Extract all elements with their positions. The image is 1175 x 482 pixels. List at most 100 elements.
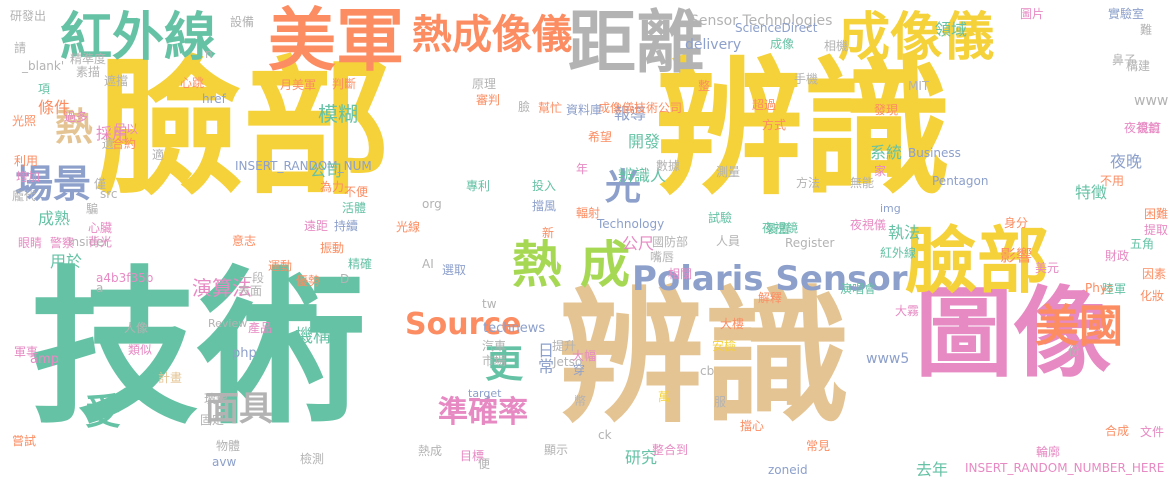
word-27: delivery	[685, 37, 742, 53]
word-80: 成熟	[38, 209, 71, 228]
word-119: 持續	[334, 219, 359, 233]
word-99: 光照	[12, 114, 37, 128]
word-117: 相關	[668, 267, 693, 281]
word-131: 投入	[532, 179, 557, 193]
word-106: 萬	[658, 390, 671, 404]
word-123: 選取	[442, 263, 467, 277]
word-138: 不用	[1100, 174, 1125, 188]
word-168: 類似	[128, 343, 153, 357]
word-83: 眼睛	[18, 236, 43, 250]
word-29: Pentagon	[932, 174, 989, 188]
word-14: Polaris Sensor	[632, 259, 908, 299]
word-133: 數據	[656, 159, 681, 173]
word-36: Jetso	[553, 355, 583, 369]
word-190: 遺	[102, 137, 115, 151]
word-46: href	[202, 92, 226, 106]
word-173: 嘗試	[12, 434, 37, 448]
word-55: 模糊	[318, 102, 358, 126]
word-162: 希望	[588, 130, 613, 144]
word-191: 過多	[64, 110, 89, 124]
word-62: 特徵	[1075, 183, 1108, 202]
word-144: 發現	[874, 103, 899, 117]
word-75: 整合到	[652, 443, 689, 457]
word-53: cb	[700, 364, 715, 378]
word-137: 家	[874, 164, 887, 178]
word-81: 用於	[50, 252, 83, 271]
word-187: 研發出	[10, 9, 47, 23]
word-43: Phys	[1085, 281, 1114, 295]
word-22: 受	[85, 392, 122, 433]
word-109: 大樓	[720, 317, 745, 331]
word-135: 方法	[796, 176, 821, 190]
word-41: www	[1134, 93, 1169, 109]
word-16: 準確率	[438, 395, 528, 430]
word-114: 提升	[552, 339, 577, 353]
word-76: 夜視鏡	[762, 221, 799, 235]
word-57: 公尺	[622, 234, 655, 253]
word-156: 審判	[476, 93, 501, 107]
word-61: 影響	[1000, 246, 1033, 265]
word-60: 執法	[888, 223, 921, 242]
word-120: 振動	[320, 241, 345, 255]
word-160: 活體	[342, 201, 367, 215]
word-31: Technology	[597, 217, 665, 231]
word-72: 公司	[310, 161, 343, 180]
word-107: 幫忙	[538, 101, 563, 115]
word-84: 警察	[50, 236, 75, 250]
word-118: 遠距	[304, 219, 329, 233]
word-68: 辨識人	[618, 166, 667, 185]
word-8: 紅外線	[60, 8, 217, 68]
word-159: 不便	[344, 185, 369, 199]
word-176: 物體	[216, 439, 241, 453]
word-56: 演算法	[192, 276, 252, 300]
word-170: 軍事	[14, 345, 39, 359]
word-71: 專利	[466, 179, 491, 193]
word-189: 足以	[114, 122, 139, 136]
word-42: MIT	[908, 79, 930, 93]
word-5: 美軍	[268, 2, 405, 81]
word-167: 稽案	[94, 291, 119, 305]
word-128: 夜視儀	[850, 218, 887, 232]
word-10: 臉部	[905, 219, 1050, 303]
word-195: 騙	[86, 202, 99, 216]
word-96: 心跳	[180, 76, 205, 90]
word-101: 增加	[16, 170, 41, 184]
word-59: 機構	[295, 326, 331, 347]
word-77: 紅外線	[880, 246, 917, 260]
word-88: 陸軍	[1102, 282, 1127, 296]
word-188: 精準度	[70, 52, 107, 66]
word-145: 夜視鏡	[1124, 121, 1161, 135]
word-143: 簽訂	[1137, 121, 1162, 135]
word-92: 演唱會	[840, 282, 877, 296]
word-0: 臉部	[95, 43, 391, 215]
word-157: 為力	[320, 180, 345, 194]
word-48: org	[422, 197, 442, 211]
word-97: 項	[38, 82, 51, 96]
word-177: 熱成	[418, 444, 443, 458]
word-65: 領域	[935, 20, 968, 39]
word-67: 開發	[628, 132, 661, 151]
word-132: 擋風	[532, 199, 557, 213]
word-178: 目標	[460, 449, 485, 463]
word-58: 日常	[535, 342, 554, 374]
word-34: Review	[208, 317, 248, 330]
word-166: 表面	[238, 284, 263, 298]
word-51: tw	[482, 297, 497, 311]
word-203: 大幅	[572, 349, 597, 363]
word-104: 月美軍	[280, 78, 317, 92]
word-129: 試驗	[708, 211, 733, 225]
word-182: 合成	[1105, 424, 1130, 438]
word-87: 優勢	[296, 274, 321, 288]
word-196: 意志	[232, 234, 257, 248]
word-98: 素描	[76, 65, 101, 79]
word-186: 請	[14, 41, 27, 55]
word-150: 超過	[752, 98, 777, 112]
word-35: Insider	[68, 235, 109, 249]
word-158: 適	[152, 148, 165, 162]
word-90: 因素	[1142, 267, 1167, 281]
word-199: a	[96, 281, 104, 295]
word-3: 辨識	[558, 273, 850, 443]
word-197: D	[340, 272, 350, 286]
word-20: 更	[485, 342, 524, 386]
